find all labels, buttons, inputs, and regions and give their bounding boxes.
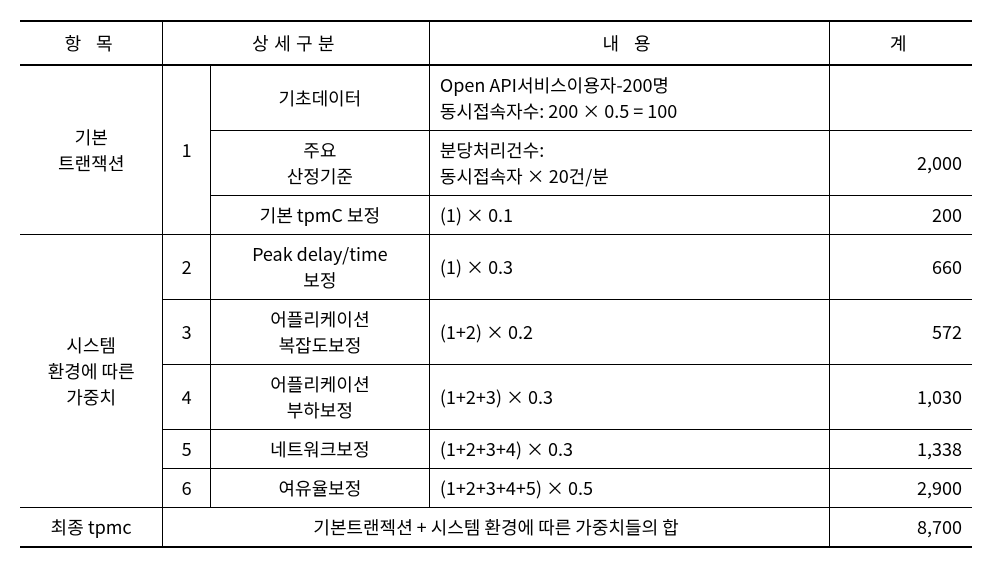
cell-num: 2	[163, 235, 211, 300]
cell-content: (1+2+3+4) × 0.3	[429, 430, 829, 469]
cell-detail: 기본 tpmC 보정	[210, 196, 429, 235]
cell-total	[829, 65, 972, 131]
header-row: 항 목 상세구분 내 용 계	[20, 21, 972, 65]
cell-num: 6	[163, 469, 211, 508]
cell-detail: 기초데이터	[210, 65, 429, 131]
header-total: 계	[829, 21, 972, 65]
cell-num: 3	[163, 300, 211, 365]
cell-num: 4	[163, 365, 211, 430]
table-row: 5 네트워크보정 (1+2+3+4) × 0.3 1,338	[20, 430, 972, 469]
final-total: 8,700	[829, 508, 972, 548]
table-row: 기본트랜잭션 1 기초데이터 Open API서비스이용자-200명 동시접속자…	[20, 65, 972, 131]
cell-total: 2,900	[829, 469, 972, 508]
cell-detail: 주요 산정기준	[210, 131, 429, 196]
table-row: 6 여유율보정 (1+2+3+4+5) × 0.5 2,900	[20, 469, 972, 508]
section2-label: 시스템환경에 따른가중치	[20, 235, 163, 508]
cell-total: 660	[829, 235, 972, 300]
header-content: 내 용	[429, 21, 829, 65]
cell-content: (1+2+3) × 0.3	[429, 365, 829, 430]
cell-content: 분당처리건수: 동시접속자 × 20건/분	[429, 131, 829, 196]
final-row: 최종 tpmc 기본트랜젝션 + 시스템 환경에 따른 가중치들의 합 8,70…	[20, 508, 972, 548]
cell-total: 1,030	[829, 365, 972, 430]
cell-content: (1+2) × 0.2	[429, 300, 829, 365]
header-item: 항 목	[20, 21, 163, 65]
cell-detail: 네트워크보정	[210, 430, 429, 469]
table-row: 4 어플리케이션 부하보정 (1+2+3) × 0.3 1,030	[20, 365, 972, 430]
cell-detail: Peak delay/time 보정	[210, 235, 429, 300]
cell-total: 572	[829, 300, 972, 365]
table-row: 시스템환경에 따른가중치 2 Peak delay/time 보정 (1) × …	[20, 235, 972, 300]
final-content: 기본트랜젝션 + 시스템 환경에 따른 가중치들의 합	[163, 508, 829, 548]
cell-content: (1) × 0.3	[429, 235, 829, 300]
section1-num: 1	[163, 65, 211, 235]
cell-detail: 어플리케이션 부하보정	[210, 365, 429, 430]
calculation-table: 항 목 상세구분 내 용 계 기본트랜잭션 1 기초데이터 Open API서비…	[20, 20, 972, 548]
cell-content: (1) × 0.1	[429, 196, 829, 235]
cell-content: Open API서비스이용자-200명 동시접속자수: 200 × 0.5 = …	[429, 65, 829, 131]
table-row: 3 어플리케이션 복잡도보정 (1+2) × 0.2 572	[20, 300, 972, 365]
section1-label: 기본트랜잭션	[20, 65, 163, 235]
header-detail: 상세구분	[163, 21, 430, 65]
cell-detail: 어플리케이션 복잡도보정	[210, 300, 429, 365]
cell-detail: 여유율보정	[210, 469, 429, 508]
cell-content: (1+2+3+4+5) × 0.5	[429, 469, 829, 508]
cell-total: 200	[829, 196, 972, 235]
final-label: 최종 tpmc	[20, 508, 163, 548]
cell-total: 2,000	[829, 131, 972, 196]
cell-num: 5	[163, 430, 211, 469]
table-container: 항 목 상세구분 내 용 계 기본트랜잭션 1 기초데이터 Open API서비…	[20, 20, 972, 548]
cell-total: 1,338	[829, 430, 972, 469]
